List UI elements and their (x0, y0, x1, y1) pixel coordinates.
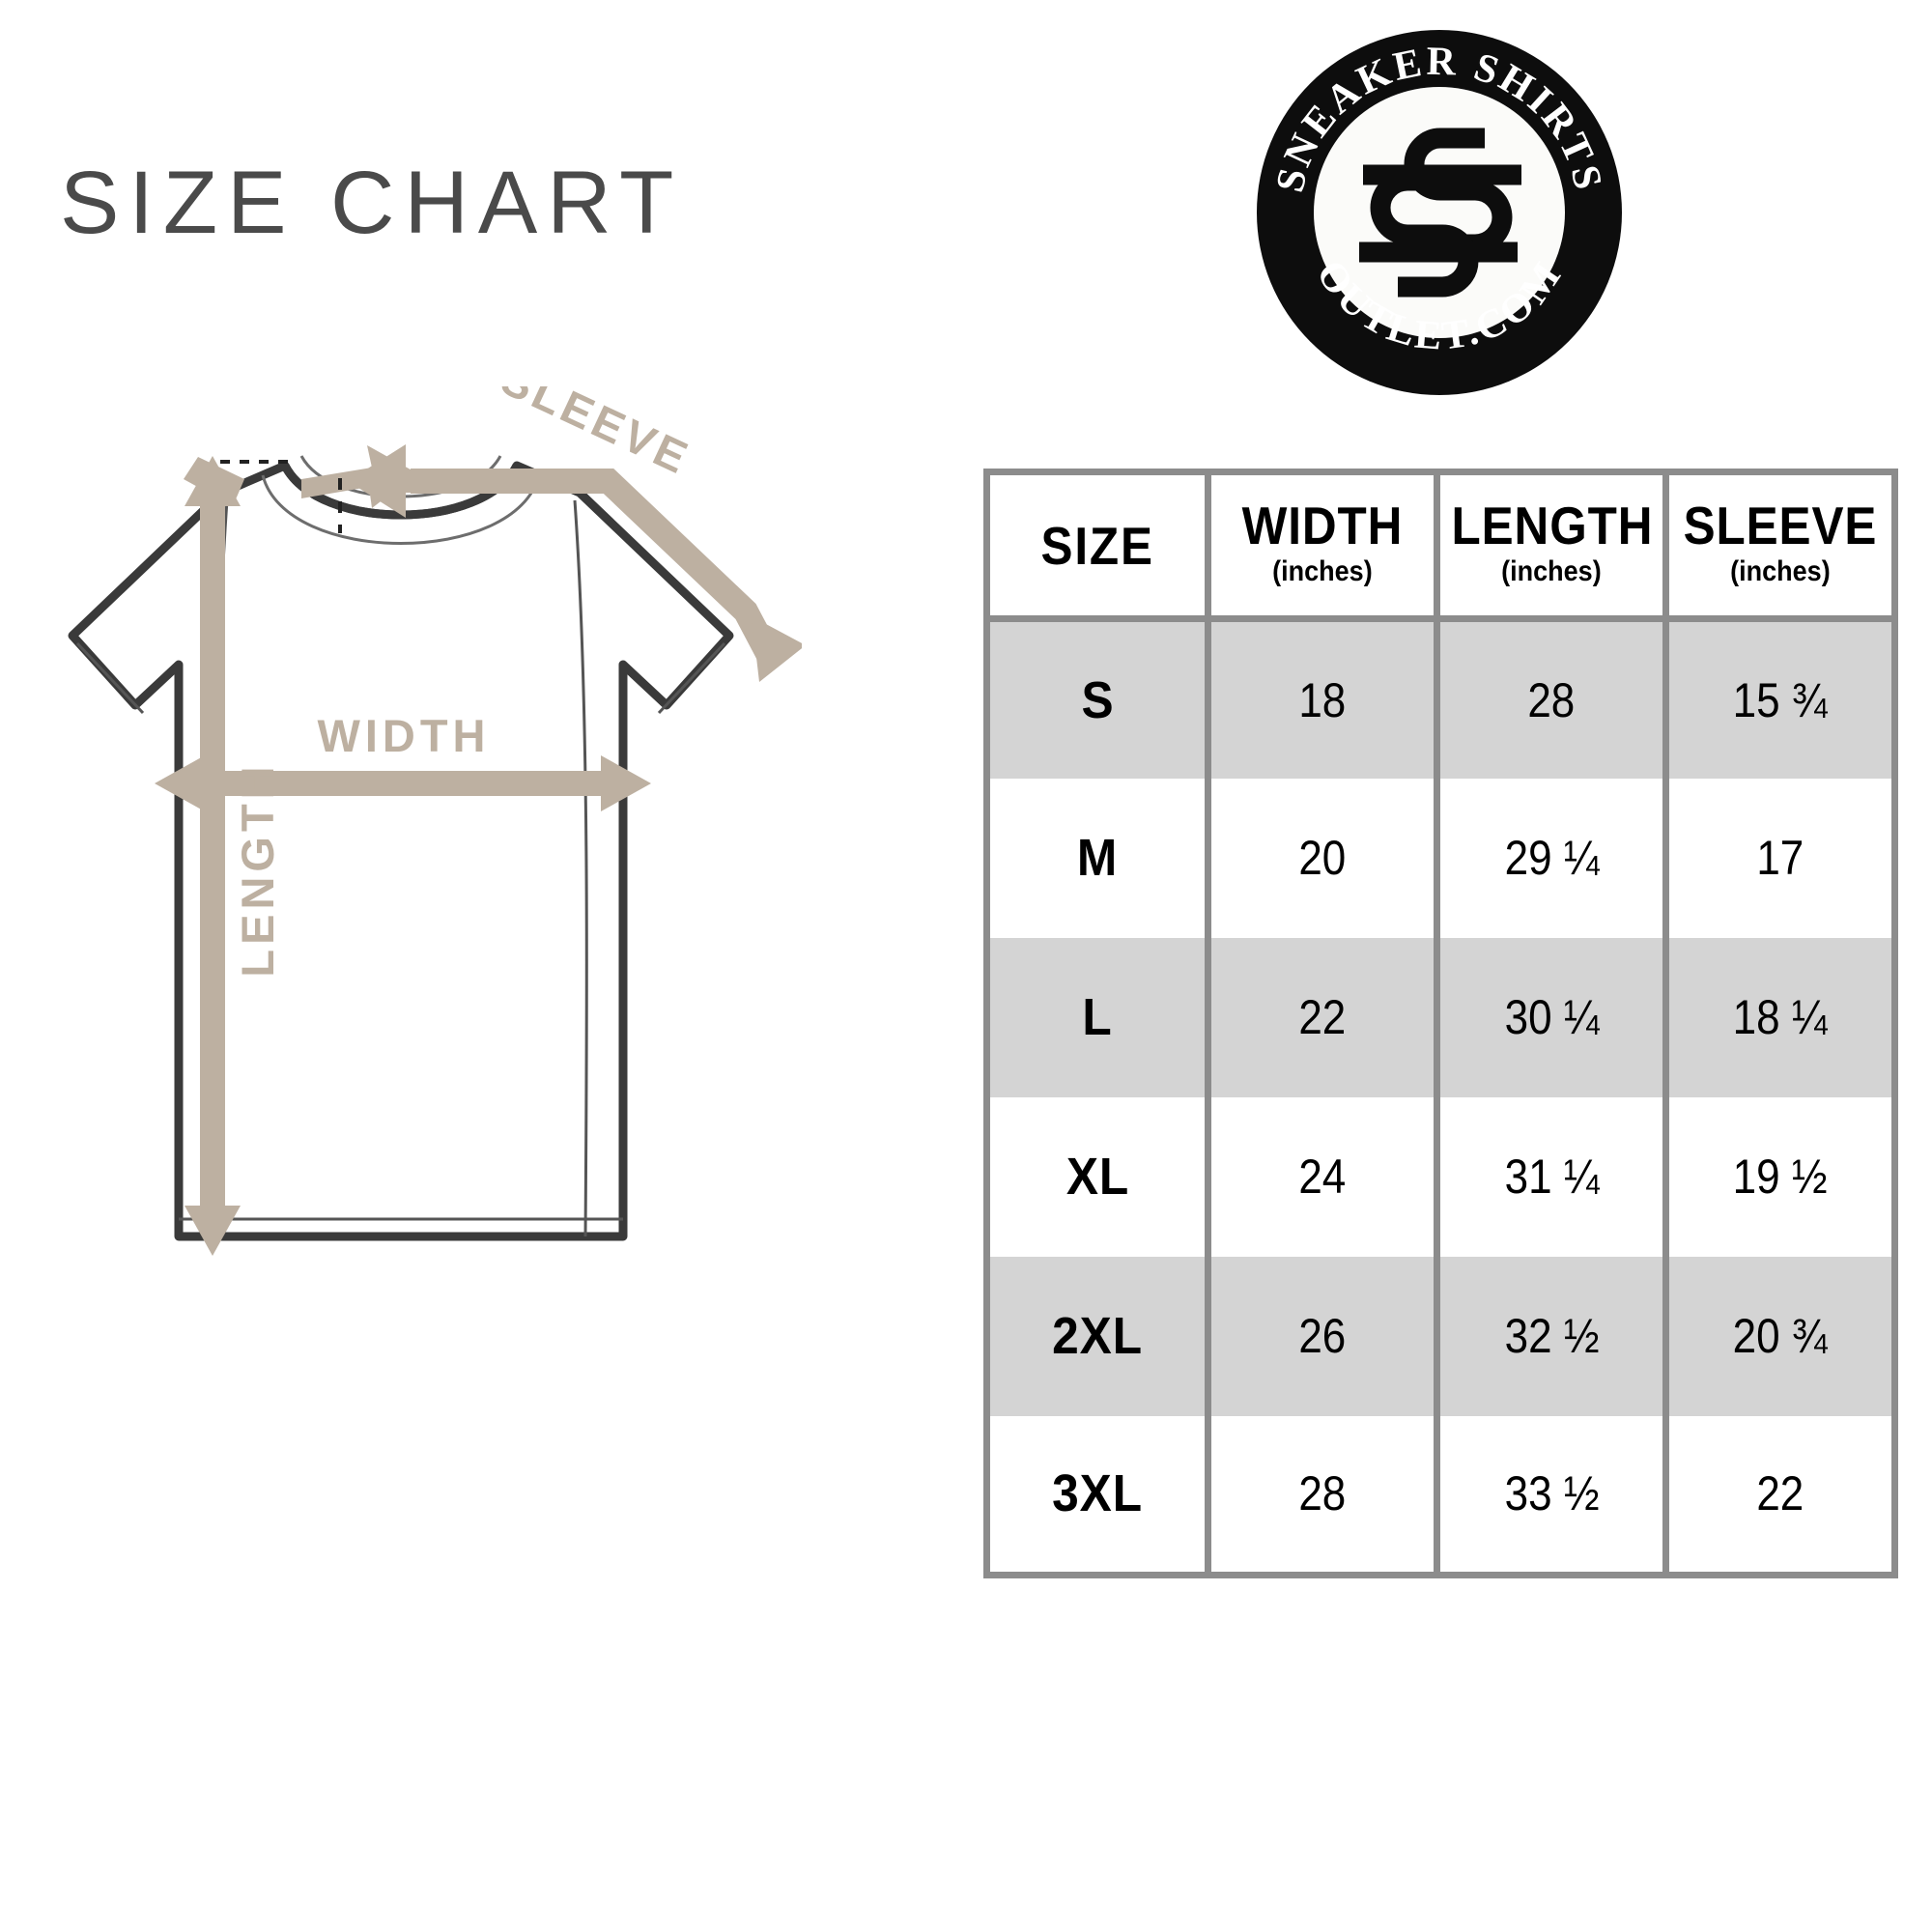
cell-length: 33 ½ (1434, 1415, 1670, 1576)
cell-width: 24 (1205, 1096, 1441, 1257)
cell-sleeve-value: 15 ¾ (1733, 672, 1828, 727)
cell-sleeve: 17 (1662, 778, 1895, 938)
cell-size: XL (986, 1096, 1212, 1257)
table-row: M 20 29 ¼ 17 (986, 778, 1895, 938)
cell-length: 28 (1434, 618, 1670, 779)
brand-logo: SNEAKER SHIRTS OUTLET.COM (1251, 24, 1628, 401)
sleeve-arrowhead-left (348, 444, 406, 518)
cell-width-value: 26 (1298, 1309, 1347, 1363)
cell-size-value: 2XL (1052, 1307, 1144, 1365)
t-shirt-measurement-diagram: SLEEVE WIDTH LENGTH (0, 353, 806, 1352)
cell-sleeve: 18 ¼ (1662, 937, 1895, 1097)
cell-sleeve-value: 18 ¼ (1733, 990, 1828, 1044)
table-row: S 18 28 15 ¾ (986, 618, 1895, 779)
cell-size-value: XL (1065, 1148, 1129, 1206)
column-header-length-label: LENGTH (1451, 496, 1654, 556)
cell-width-value: 22 (1298, 990, 1347, 1044)
column-header-width-label: WIDTH (1241, 496, 1404, 556)
length-label: LENGTH (232, 761, 283, 977)
cell-size-value: M (1077, 829, 1119, 887)
cell-width: 26 (1205, 1256, 1441, 1416)
table-row: XL 24 31 ¼ 19 ½ (986, 1096, 1895, 1257)
column-header-size-label: SIZE (1040, 515, 1154, 576)
shirt-outline (68, 461, 734, 1241)
cell-sleeve-value: 22 (1756, 1466, 1804, 1521)
column-header-sleeve-unit: (inches) (1730, 555, 1831, 588)
cell-size-value: S (1081, 670, 1115, 729)
cell-length-value: 33 ½ (1504, 1466, 1600, 1521)
cell-length: 32 ½ (1434, 1256, 1670, 1416)
cell-size-value: L (1082, 988, 1113, 1046)
cell-size: 3XL (986, 1415, 1212, 1576)
cell-length-value: 29 ¼ (1504, 831, 1600, 885)
cell-size-value: 3XL (1052, 1464, 1144, 1523)
cell-size: L (986, 937, 1212, 1097)
cell-width-value: 28 (1298, 1466, 1347, 1521)
cell-length: 30 ¼ (1434, 937, 1670, 1097)
cell-width: 28 (1205, 1415, 1441, 1576)
cell-size: 2XL (986, 1256, 1212, 1416)
column-header-width-unit: (inches) (1272, 555, 1374, 588)
cell-length-value: 32 ½ (1504, 1309, 1600, 1363)
logo-ss-monogram (1359, 128, 1521, 298)
column-header-sleeve-label: SLEEVE (1683, 496, 1878, 556)
cell-size: S (986, 618, 1212, 779)
table-row: L 22 30 ¼ 18 ¼ (986, 937, 1895, 1097)
column-header-size: SIZE (986, 471, 1212, 622)
cell-sleeve: 19 ½ (1662, 1096, 1895, 1257)
cell-width-value: 20 (1298, 831, 1347, 885)
cell-width: 20 (1205, 778, 1441, 938)
width-label: WIDTH (317, 710, 490, 761)
table-row: 3XL 28 33 ½ 22 (986, 1415, 1895, 1576)
cell-width: 18 (1205, 618, 1441, 779)
cell-length-value: 31 ¼ (1504, 1150, 1600, 1204)
size-chart-table: SIZE WIDTH (inches) LENGTH (inches) SLEE… (983, 469, 1898, 1578)
page-title: SIZE CHART (60, 154, 684, 252)
table-header-row: SIZE WIDTH (inches) LENGTH (inches) SLEE… (986, 471, 1895, 622)
cell-sleeve-value: 17 (1756, 831, 1804, 885)
column-header-length-unit: (inches) (1501, 555, 1602, 588)
cell-length-value: 28 (1527, 672, 1576, 727)
cell-length: 29 ¼ (1434, 778, 1670, 938)
sleeve-arrowhead-right (752, 616, 806, 682)
table-row: 2XL 26 32 ½ 20 ¾ (986, 1256, 1895, 1416)
cell-width-value: 18 (1298, 672, 1347, 727)
cell-size: M (986, 778, 1212, 938)
cell-length-value: 30 ¼ (1504, 990, 1600, 1044)
column-header-sleeve: SLEEVE (inches) (1662, 471, 1895, 622)
column-header-length: LENGTH (inches) (1434, 471, 1670, 622)
cell-width-value: 24 (1298, 1150, 1347, 1204)
cell-width: 22 (1205, 937, 1441, 1097)
cell-sleeve: 20 ¾ (1662, 1256, 1895, 1416)
cell-sleeve-value: 19 ½ (1733, 1150, 1828, 1204)
logo-inner-disc (1314, 87, 1565, 338)
cell-length: 31 ¼ (1434, 1096, 1670, 1257)
cell-sleeve: 15 ¾ (1662, 618, 1895, 779)
cell-sleeve-value: 20 ¾ (1733, 1309, 1828, 1363)
cell-sleeve: 22 (1662, 1415, 1895, 1576)
column-header-width: WIDTH (inches) (1205, 471, 1441, 622)
width-measure-arrow (155, 755, 651, 811)
length-measure-arrow (185, 456, 241, 1256)
